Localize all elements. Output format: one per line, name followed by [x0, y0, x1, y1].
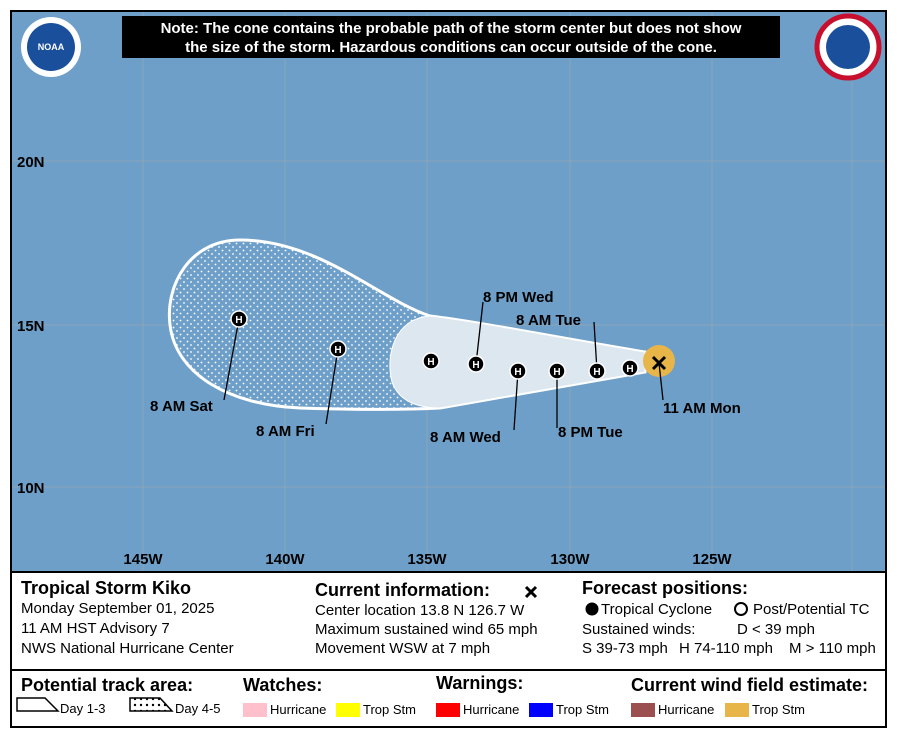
forecast-title-text: Forecast positions: [582, 578, 748, 598]
marker-letter: H [235, 315, 242, 326]
forecast-point [621, 359, 639, 377]
rect-shape [725, 703, 749, 717]
circle-shape [826, 25, 870, 69]
rect-shape [243, 703, 267, 717]
forecast-point [467, 355, 485, 373]
marker-letter: H [427, 357, 434, 368]
circle-shape [734, 602, 748, 616]
lat-labels-text: 20N [17, 154, 45, 171]
wind-items-text: Trop Stm [752, 702, 805, 717]
marker-letter: H [334, 345, 341, 356]
path-shape [129, 697, 174, 712]
date-text: Monday September 01, 2025 [21, 600, 214, 617]
forecast-point [422, 352, 440, 370]
forecast-point [548, 362, 566, 380]
tc-text: Tropical Cyclone [601, 601, 712, 618]
path-shape [16, 697, 60, 712]
lon-labels-text: 125W [692, 551, 732, 568]
sustained-text: Sustained winds: [582, 621, 695, 638]
line-shape [223, 318, 240, 401]
rect-shape [122, 16, 780, 58]
warnings-text: Warnings: [436, 673, 523, 693]
rect-shape [631, 703, 655, 717]
path-shape [651, 355, 667, 371]
g-shape: H H H H H H H H [230, 310, 639, 380]
path-shape [524, 585, 538, 599]
forecast-point [230, 310, 248, 328]
rect-shape [529, 703, 553, 717]
marker-letter: H [514, 367, 521, 378]
day45-text: Day 4-5 [175, 701, 221, 716]
lon-labels-text: 140W [265, 551, 305, 568]
d-text: D < 39 mph [737, 621, 815, 638]
warning-items-text: Hurricane [463, 702, 519, 717]
watch-items-text: Hurricane [270, 702, 326, 717]
line-shape [475, 301, 484, 365]
m-text: M > 110 mph [789, 640, 876, 657]
advisory-text: 11 AM HST Advisory 7 [21, 620, 170, 637]
s-text: S 39-73 mph [582, 640, 668, 657]
point-labels-text: 8 AM Wed [430, 429, 501, 446]
point-labels-text: 11 AM Mon [663, 400, 741, 417]
lon-labels-text: 135W [407, 551, 447, 568]
forecast-point [588, 362, 606, 380]
point-labels-text: 8 AM Sat [150, 398, 213, 415]
point-labels-text: 8 PM Tue [558, 424, 623, 441]
line-shape [513, 370, 519, 431]
point-labels-text: 8 PM Wed [483, 289, 554, 306]
rect-shape [11, 11, 886, 572]
post-text: Post/Potential TC [753, 601, 870, 618]
wind-text: Current wind field estimate: [631, 675, 868, 695]
lon-labels-text: 145W [123, 551, 163, 568]
line-shape [658, 362, 664, 401]
lat-labels-text: 15N [17, 318, 45, 335]
lat-labels-text: 10N [17, 480, 45, 497]
forecast-point [329, 340, 347, 358]
current-lines-text: Center location 13.8 N 126.7 W [315, 602, 525, 619]
storm-text: Tropical Storm Kiko [21, 578, 191, 598]
forecast-point [509, 362, 527, 380]
center-text: NWS National Hurricane Center [21, 640, 234, 657]
rect-shape [336, 703, 360, 717]
circle-shape [27, 23, 75, 71]
path-shape [389, 315, 646, 409]
current-lines-text: Movement WSW at 7 mph [315, 640, 490, 657]
line-shape [325, 348, 339, 425]
day13-text: Day 1-3 [60, 701, 106, 716]
circle-shape [585, 602, 599, 616]
current-title-text: Current information: [315, 580, 490, 600]
watches-text: Watches: [243, 675, 322, 695]
note-text: the size of the storm. Hazardous conditi… [185, 39, 717, 56]
wind-items-text: Hurricane [658, 702, 714, 717]
logo-text: NOAA [38, 42, 65, 52]
marker-letter: H [553, 367, 560, 378]
rect-shape [436, 703, 460, 717]
point-labels-text: 8 AM Tue [516, 312, 581, 329]
watch-items-text: Trop Stm [363, 702, 416, 717]
track-text: Potential track area: [21, 675, 193, 695]
lon-labels-text: 130W [550, 551, 590, 568]
point-labels-text: 8 AM Fri [256, 423, 315, 440]
current-lines-text: Maximum sustained wind 65 mph [315, 621, 538, 638]
marker-letter: H [626, 364, 633, 375]
warning-items-text: Trop Stm [556, 702, 609, 717]
marker-letter: H [593, 367, 600, 378]
note-text: Note: The cone contains the probable pat… [161, 20, 742, 37]
marker-letter: H [472, 360, 479, 371]
h-text: H 74-110 mph [679, 640, 773, 657]
